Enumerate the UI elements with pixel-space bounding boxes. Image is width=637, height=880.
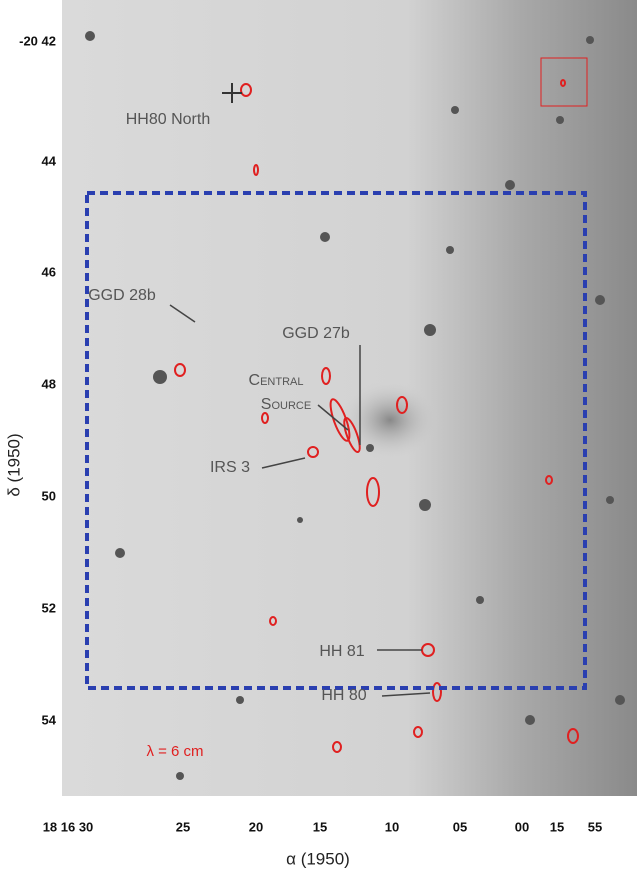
x-tick-label: 15 bbox=[313, 819, 327, 834]
y-tick-label: 50 bbox=[42, 488, 56, 503]
figure: -20 42444648505254 18 16 302520151005001… bbox=[0, 0, 637, 875]
y-tick-label: 44 bbox=[42, 153, 57, 168]
page: -20 42444648505254 18 16 302520151005001… bbox=[0, 0, 637, 875]
wavelength-label: λ = 6 cm bbox=[146, 743, 203, 760]
annotation: HH 81 bbox=[319, 643, 364, 660]
y-axis-label: δ (1950) bbox=[4, 433, 23, 496]
nebula bbox=[340, 380, 440, 460]
y-ticks: -20 42 44 46 48 50 52 54 bbox=[19, 33, 57, 727]
y-tick-label: -20 42 bbox=[19, 33, 56, 48]
x-tick-label: 05 bbox=[453, 819, 467, 834]
x-axis-label: α (1950) bbox=[286, 849, 350, 868]
annotation: Central bbox=[249, 372, 304, 389]
x-tick-label: 20 bbox=[249, 819, 263, 834]
y-tick-label: 46 bbox=[42, 264, 56, 279]
x-tick-label: 55 bbox=[588, 819, 602, 834]
x-tick-label: 18 16 30 bbox=[43, 819, 94, 834]
y-tick-label: 54 bbox=[42, 712, 57, 727]
y-tick-label: 48 bbox=[42, 376, 56, 391]
annotation: GGD 28b bbox=[88, 287, 156, 304]
x-tick-label: 00 bbox=[515, 819, 529, 834]
x-ticks: 18 16 30 25 20 15 10 05 00 15 55 bbox=[43, 819, 603, 834]
x-tick-label: 25 bbox=[176, 819, 190, 834]
y-tick-label: 52 bbox=[42, 600, 56, 615]
annotation: HH80 North bbox=[126, 111, 210, 128]
x-tick-label: 15 bbox=[550, 819, 564, 834]
annotation: HH 80 bbox=[321, 687, 366, 704]
x-tick-label: 10 bbox=[385, 819, 399, 834]
annotation: IRS 3 bbox=[210, 459, 250, 476]
annotation: GGD 27b bbox=[282, 325, 350, 342]
annotation: Source bbox=[261, 396, 311, 413]
